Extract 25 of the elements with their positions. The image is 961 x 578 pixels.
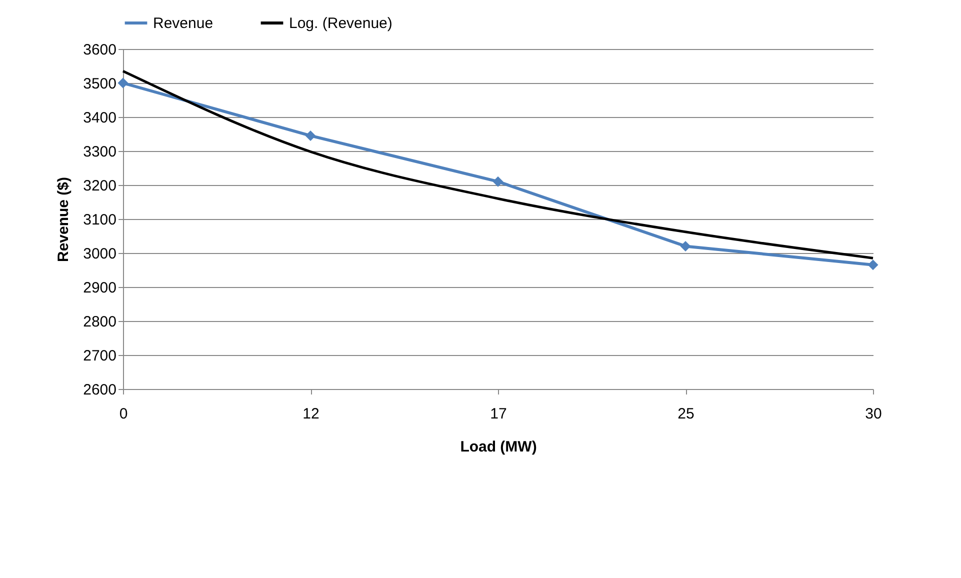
y-tick-label: 3500: [83, 76, 116, 92]
x-tick-label: 17: [490, 406, 507, 422]
x-tick-label: 30: [865, 406, 882, 422]
x-tick-label: 0: [119, 406, 128, 422]
x-axis-title: Load (MW): [460, 438, 537, 456]
y-tick-label: 3100: [83, 212, 116, 228]
y-tick-label: 2700: [83, 348, 116, 364]
legend-label: Revenue: [153, 15, 214, 32]
y-tick-label: 2900: [83, 280, 116, 296]
y-tick-label: 3300: [83, 144, 116, 160]
point: [868, 260, 878, 270]
y-tick-label: 3600: [83, 42, 116, 58]
y-tick-label: 3200: [83, 178, 116, 194]
x-tick-label: 25: [678, 406, 694, 422]
point: [680, 240, 691, 252]
y-axis-title: Revenue ($): [55, 176, 72, 262]
x-tick-label: 12: [302, 406, 320, 422]
legend-label: Log. (Revenue): [289, 15, 392, 32]
y-tick-label: 3000: [83, 246, 116, 262]
y-tick-label: 3400: [83, 110, 116, 126]
y-tick-label: 2600: [83, 382, 116, 398]
y-tick-label: 2800: [83, 314, 116, 330]
point: [492, 176, 504, 187]
point: [118, 78, 128, 88]
point: [305, 130, 316, 141]
